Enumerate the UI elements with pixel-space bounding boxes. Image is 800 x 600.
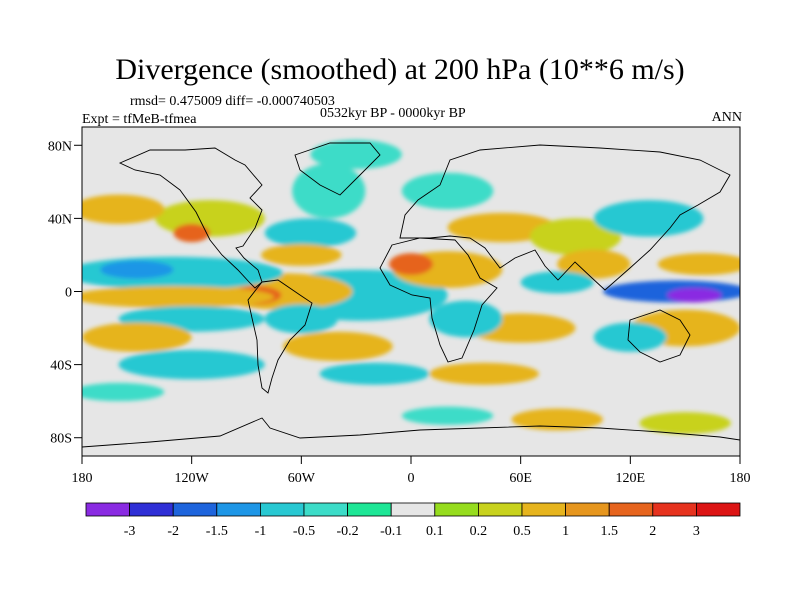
coastline-australia (627, 309, 691, 363)
x-tick-label: 120E (616, 471, 646, 486)
coastline-north-america (118, 147, 263, 289)
field-patch (447, 212, 558, 243)
season-label: ANN (711, 110, 742, 125)
x-axis-ticks: 180 120W 60W 0 60E 120E 180 (72, 456, 751, 486)
stats-label: rmsd= 0.475009 diff= -0.000740503 (130, 94, 335, 109)
field-patch (520, 271, 594, 294)
field-patch (310, 139, 402, 170)
colorbar-label: -0.1 (380, 524, 402, 539)
colorbar-swatch (521, 502, 566, 517)
colorbar-swatch (652, 502, 697, 517)
colorbar-swatch (259, 502, 305, 517)
divergence-field (82, 139, 740, 435)
colorbar-label: 1 (562, 524, 569, 539)
field-patch (82, 382, 165, 402)
colorbar-label: -0.2 (337, 524, 359, 539)
field-patch (100, 260, 174, 279)
y-axis-ticks: 80N 40N 0 40S 80S (48, 139, 82, 447)
colorbar-label: 0.2 (470, 524, 488, 539)
colorbar-swatch (216, 502, 261, 517)
colorbar-label: 2 (649, 524, 656, 539)
field-patch (429, 362, 539, 385)
field-patch (82, 256, 284, 290)
field-patch (511, 408, 603, 431)
colorbar-swatch (565, 502, 610, 517)
x-tick-label: 0 (408, 471, 415, 486)
field-patch (261, 243, 342, 266)
y-tick-label: 80S (50, 432, 72, 447)
field-patch (292, 163, 366, 219)
field-patch (666, 287, 722, 303)
colorbar-label: 1.5 (600, 524, 618, 539)
colorbar-label: -0.5 (293, 524, 315, 539)
colorbar-label: -1 (255, 524, 267, 539)
period-label: 0532kyr BP - 0000kyr BP (320, 106, 466, 121)
coastline-greenland (294, 142, 381, 196)
field-patch (264, 218, 357, 248)
coastline-antarctica (82, 417, 740, 448)
field-patch (593, 200, 704, 237)
colorbar-label: -3 (124, 524, 136, 539)
field-patch (82, 322, 192, 352)
colorbar-label: -2 (167, 524, 179, 539)
map-title: Divergence (smoothed) at 200 hPa (10**6 … (115, 53, 685, 86)
colorbar-label: 0.5 (513, 524, 531, 539)
colorbar-swatch (390, 502, 436, 517)
coastline-eurasia (399, 144, 731, 291)
field-patch (283, 331, 393, 361)
field-patch (401, 406, 494, 425)
field-patch (82, 286, 274, 308)
colorbar-swatch (129, 502, 174, 517)
field-patch (557, 249, 631, 279)
field-patch (155, 200, 265, 237)
coastline-africa (379, 237, 498, 363)
field-patch (639, 412, 731, 435)
coastlines (82, 142, 740, 448)
x-tick-label: 60E (509, 471, 532, 486)
x-tick-label: 120W (175, 471, 210, 486)
colorbar-swatch (172, 502, 218, 517)
colorbar-swatch (477, 502, 523, 517)
field-patch (429, 300, 503, 338)
field-patch (529, 218, 622, 255)
field-patch (319, 362, 430, 385)
x-tick-label: 180 (730, 471, 751, 486)
colorbar-swatch (303, 502, 348, 517)
field-patch (118, 349, 265, 380)
colorbar-label: 3 (693, 524, 700, 539)
y-tick-label: 80N (48, 139, 72, 154)
colorbar-swatch (608, 502, 654, 517)
x-tick-label: 60W (288, 471, 316, 486)
colorbar: -3 -2 -1.5 -1 -0.5 -0.2 -0.1 0.1 0.2 0.5 1 1.5 2 3 (85, 502, 741, 539)
field-patch (173, 223, 210, 243)
field-patch (401, 172, 494, 210)
field-patch (657, 253, 740, 276)
y-tick-label: 40S (50, 359, 72, 374)
colorbar-swatch (347, 502, 392, 517)
coastline-south-america (247, 279, 313, 394)
x-tick-label: 180 (72, 471, 93, 486)
colorbar-swatch (85, 502, 130, 517)
field-patch (389, 253, 433, 276)
colorbar-swatch (434, 502, 479, 517)
y-tick-label: 0 (65, 286, 72, 301)
field-patch (264, 304, 338, 334)
field-patch (593, 322, 667, 352)
colorbar-swatch (696, 502, 741, 517)
y-tick-label: 40N (48, 212, 72, 227)
colorbar-label: 0.1 (426, 524, 444, 539)
colorbar-label: -1.5 (206, 524, 228, 539)
experiment-label: Expt = tfMeB-tfmea (82, 112, 197, 127)
field-patch (82, 194, 165, 224)
